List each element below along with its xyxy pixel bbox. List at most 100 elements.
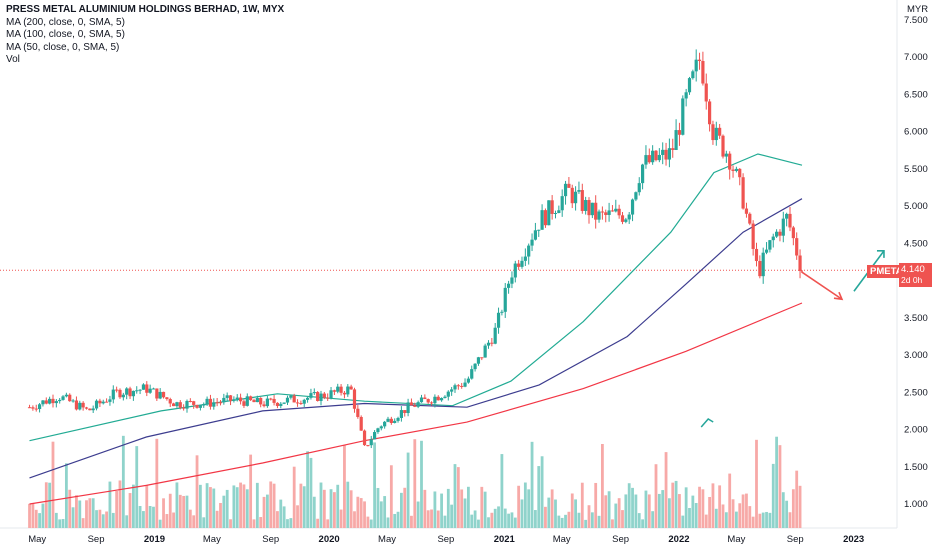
volume-bar: [637, 513, 641, 528]
candle-body: [416, 402, 420, 407]
candle-body: [795, 238, 799, 256]
volume-bar: [272, 483, 276, 528]
candle-body: [74, 400, 79, 410]
volume-bar: [309, 457, 313, 528]
y-tick-label: 1.000: [904, 499, 928, 510]
volume-bar: [691, 495, 695, 528]
candle-body: [399, 410, 403, 418]
volume-bar: [497, 506, 500, 528]
candle-body: [205, 398, 209, 405]
candle-body: [644, 155, 648, 165]
volume-bar: [111, 512, 115, 528]
volume-bar: [597, 515, 601, 528]
candle-body: [587, 200, 591, 216]
candle-body: [376, 428, 380, 433]
volume-bar: [48, 482, 52, 528]
candle-body: [791, 227, 795, 239]
volume-bar: [41, 503, 45, 528]
volume-bar: [306, 451, 309, 528]
volume-bar: [661, 490, 665, 528]
volume-bar: [600, 444, 604, 528]
candle-body: [366, 445, 370, 447]
candle-body: [614, 208, 618, 212]
volume-bar: [28, 503, 31, 528]
candle-body: [369, 439, 373, 446]
y-tick-label: 3.500: [904, 313, 928, 324]
candle-body: [520, 260, 524, 267]
volume-bar: [386, 517, 390, 528]
y-tick-label: 2.500: [904, 387, 928, 398]
candle-body: [346, 386, 350, 395]
candle-body: [242, 401, 246, 406]
volume-bar: [175, 482, 179, 528]
candle-body: [171, 403, 176, 407]
candle-body: [517, 263, 521, 267]
candle-body: [426, 399, 430, 403]
volume-bar: [671, 482, 675, 528]
candle-body: [131, 390, 135, 397]
candle-body: [687, 78, 692, 93]
volume-bar: [453, 464, 457, 528]
candle-body: [232, 399, 236, 401]
candle-body: [319, 393, 323, 401]
candle-body: [182, 407, 186, 409]
candle-body: [121, 394, 125, 398]
volume-bar: [265, 494, 269, 528]
candle-body: [31, 407, 35, 409]
candle-body: [493, 327, 497, 344]
x-tick-label: May: [727, 534, 745, 545]
candle-body: [393, 420, 397, 423]
candle-body: [332, 390, 336, 392]
moving-average-ma50: [29, 153, 803, 442]
volume-bar: [343, 445, 346, 528]
volume-bar: [701, 489, 705, 528]
volume-bar: [446, 488, 450, 528]
candle-body: [185, 400, 189, 409]
candle-body: [419, 397, 424, 403]
candle-body: [41, 400, 45, 405]
candle-body: [728, 153, 732, 170]
legend-vol[interactable]: Vol: [6, 54, 20, 65]
volume-bar: [312, 496, 316, 528]
candle-body: [600, 211, 604, 213]
volume-bar: [657, 493, 661, 528]
volume-bar: [279, 499, 283, 528]
candle-body: [754, 248, 759, 262]
candle-body: [634, 192, 638, 200]
legend-ma100[interactable]: MA (100, close, 0, SMA, 5): [6, 29, 125, 40]
candle-body: [691, 71, 695, 79]
volume-bar: [406, 452, 410, 528]
volume-bar: [366, 516, 370, 528]
candle-body: [409, 402, 414, 406]
volume-bar: [75, 495, 78, 528]
legend-ma200[interactable]: MA (200, close, 0, SMA, 5): [6, 16, 125, 28]
volume-bar: [319, 482, 323, 528]
candle-body: [684, 92, 688, 99]
candle-body: [486, 342, 491, 346]
volume-bar: [477, 519, 480, 528]
moving-average-ma100: [29, 198, 803, 479]
volume-bar: [711, 483, 715, 528]
volume-bar: [473, 510, 477, 528]
last-price-value: 4.140 2d 0h: [899, 263, 932, 287]
candle-body: [734, 168, 738, 171]
legend-ma50[interactable]: MA (50, close, 0, SMA, 5): [6, 41, 120, 53]
volume-bar: [738, 503, 742, 528]
volume-bar: [105, 511, 108, 528]
volume-bar: [165, 514, 169, 528]
candle-body: [724, 153, 728, 157]
candle-body: [61, 396, 65, 400]
candle-body: [316, 392, 320, 401]
volume-bar: [252, 519, 256, 528]
candle-body: [473, 363, 477, 370]
volume-bar: [269, 481, 273, 528]
candle-body: [573, 191, 578, 204]
candle-body: [372, 432, 377, 440]
volume-bar: [513, 517, 517, 528]
volume-bar: [664, 452, 668, 528]
last-price-number: 4.140: [901, 264, 925, 275]
candle-body: [557, 210, 561, 213]
candle-body: [594, 202, 598, 220]
candle-body: [101, 401, 105, 404]
